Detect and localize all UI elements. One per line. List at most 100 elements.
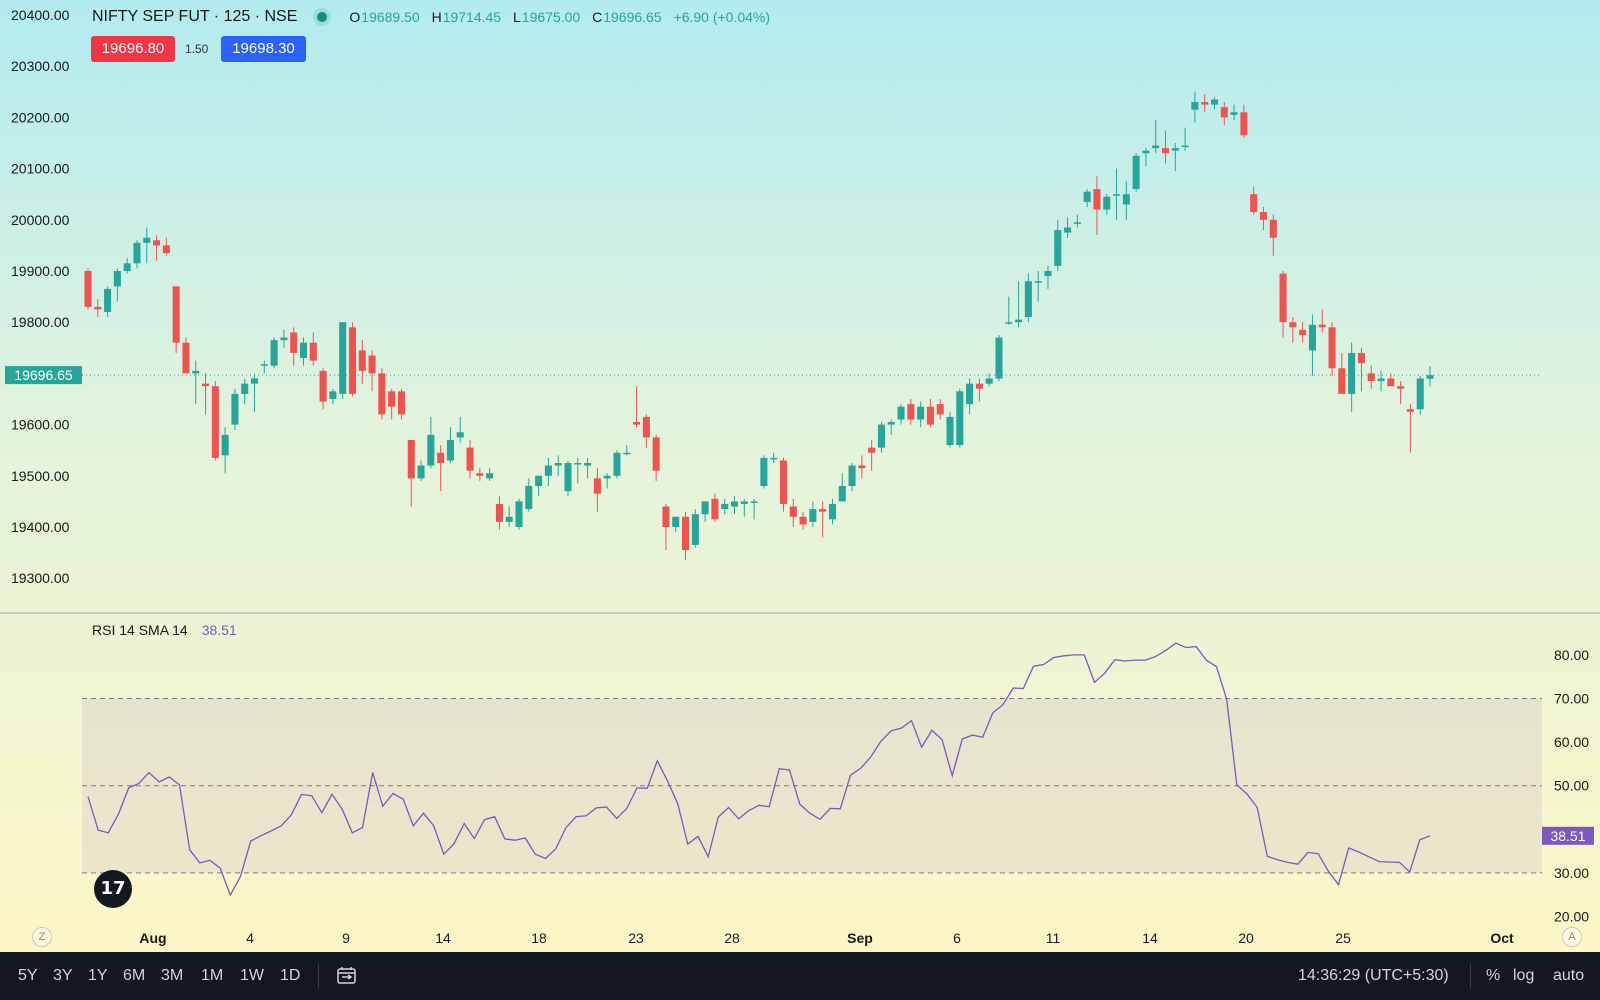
candle-body	[505, 516, 513, 522]
candle-body	[329, 391, 337, 399]
candle-body	[544, 465, 552, 476]
high-label: H	[431, 9, 442, 25]
candle-body	[1230, 112, 1238, 115]
candle-body	[1348, 352, 1356, 394]
market-status-icon	[317, 12, 328, 22]
candle-body	[358, 350, 366, 371]
sell-button[interactable]: 19696.80	[91, 36, 175, 62]
candle-body	[241, 383, 249, 394]
close-value: 19696.65	[603, 9, 662, 25]
candle-body	[339, 322, 347, 394]
rsi-tick-label: 50.00	[1554, 778, 1589, 794]
candle-body	[760, 457, 768, 487]
candle-body	[1005, 322, 1013, 324]
auto-toggle[interactable]: auto	[1553, 967, 1585, 984]
candle-body	[1142, 150, 1150, 154]
candle-body	[378, 373, 386, 415]
candle-body	[456, 432, 464, 438]
range-1y-button[interactable]: 1Y	[88, 967, 108, 984]
range-1w-button[interactable]: 1W	[240, 967, 264, 984]
time-axis-label: 14	[1142, 930, 1158, 946]
candle-body	[593, 478, 601, 494]
candle-body	[740, 501, 748, 504]
candle-body	[153, 240, 161, 246]
log-toggle[interactable]: log	[1513, 967, 1535, 984]
range-3y-button[interactable]: 3Y	[53, 967, 73, 984]
chart-canvas[interactable]: 20400.00 20300.00 20200.00 20100.00 20000.00…	[0, 0, 1600, 952]
candle-body	[466, 447, 474, 471]
candle-body	[211, 386, 219, 458]
candle-body	[554, 463, 562, 466]
rsi-current-value: 38.51	[201, 622, 237, 638]
ohlc-values: O19689.50 H19714.45 L19675.00 C19696.65 …	[349, 9, 778, 25]
candle-body	[1387, 378, 1395, 387]
candle-body	[1426, 375, 1434, 379]
candle-body	[1210, 99, 1219, 105]
candle-body	[94, 306, 102, 310]
range-5y-button[interactable]: 5Y	[18, 967, 38, 984]
time-axis-label: 18	[531, 930, 547, 946]
calendar-icon[interactable]	[336, 965, 358, 992]
candle-body	[417, 465, 425, 479]
price-tick-label: 20000.00	[11, 212, 70, 228]
candle-body	[1034, 281, 1042, 283]
range-6m-button[interactable]: 6M	[123, 967, 146, 984]
candle-body	[956, 391, 964, 446]
price-tick-label: 20100.00	[11, 161, 70, 177]
candle-body	[887, 422, 895, 425]
candle-body	[280, 337, 288, 341]
candle-body	[1367, 373, 1375, 382]
candle-body	[270, 340, 278, 366]
candle-body	[133, 242, 141, 264]
buy-button[interactable]: 19698.30	[221, 36, 306, 62]
candle-body	[633, 422, 641, 425]
percent-toggle[interactable]: %	[1486, 967, 1501, 984]
candle-body	[1054, 230, 1062, 266]
candle-body	[1132, 155, 1140, 190]
candle-body	[1220, 107, 1228, 118]
time-axis-label: 4	[246, 930, 254, 946]
candle-body	[907, 404, 915, 420]
candle-body	[1015, 319, 1023, 323]
candle-body	[348, 327, 357, 394]
candle-body	[202, 383, 210, 387]
candle-body	[564, 463, 572, 492]
candle-body	[1279, 273, 1287, 323]
bottom-toolbar: 5Y 3Y 1Y 6M 3M 1M 1W 1D 14:36:29 (UTC+5:…	[0, 952, 1600, 1000]
candle-body	[1152, 145, 1160, 149]
tradingview-logo-icon[interactable]: 17	[94, 870, 132, 908]
rsi-header[interactable]: RSI 14 SMA 14 38.51	[92, 622, 237, 638]
price-tick-label: 20400.00	[11, 7, 70, 23]
candle-body	[309, 342, 317, 361]
rsi-tick-label: 70.00	[1554, 691, 1589, 707]
candle-body	[1064, 227, 1072, 233]
price-tick-label: 19300.00	[11, 570, 70, 586]
candle-body	[388, 391, 396, 407]
range-3m-button[interactable]: 3M	[161, 967, 184, 984]
rsi-last-value-label: 38.51	[1550, 828, 1585, 844]
candle-body	[1240, 112, 1248, 136]
candle-body	[1103, 196, 1111, 210]
candle-body	[104, 288, 112, 312]
candle-body	[1083, 191, 1091, 202]
candle-body	[799, 516, 807, 525]
candle-body	[407, 439, 415, 479]
range-1m-button[interactable]: 1M	[201, 967, 224, 984]
candle-body	[770, 457, 778, 460]
candle-body	[642, 416, 650, 438]
zoom-reset-icon[interactable]: Z	[32, 927, 52, 947]
candle-body	[260, 364, 268, 366]
candle-body	[368, 355, 376, 374]
change-value: +6.90 (+0.04%)	[673, 9, 771, 25]
range-1d-button[interactable]: 1D	[280, 967, 301, 984]
symbol-title[interactable]: NIFTY SEP FUT · 125 · NSE	[92, 8, 298, 25]
candle-body	[1406, 409, 1414, 412]
candle-body	[1259, 212, 1268, 220]
candle-body	[1308, 324, 1316, 351]
candle-body	[603, 475, 611, 479]
clock-time[interactable]: 14:36:29 (UTC+5:30)	[1298, 967, 1449, 984]
price-tick-label: 20300.00	[11, 58, 70, 74]
candle-body	[143, 237, 151, 243]
auto-scale-icon[interactable]: A	[1562, 927, 1582, 947]
chart-area[interactable]: 20400.00 20300.00 20200.00 20100.00 20000.00…	[0, 0, 1600, 952]
